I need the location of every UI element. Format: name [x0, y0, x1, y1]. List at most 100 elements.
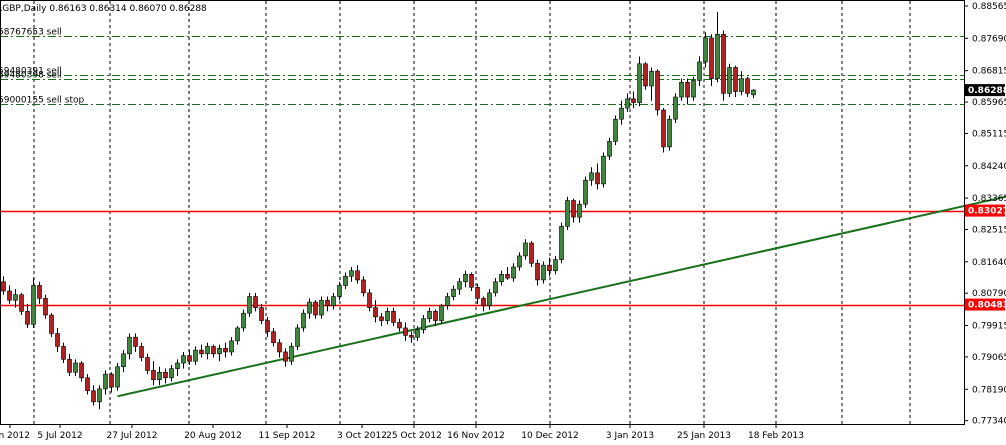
- candle-body: [169, 368, 174, 379]
- candle-body: [517, 255, 522, 268]
- candle-body: [559, 226, 564, 260]
- order-label: 59000155 sell stop: [0, 96, 84, 106]
- candle-body: [139, 346, 144, 358]
- x-tick-label: 11 Sep 2012: [258, 431, 315, 441]
- x-tick-label: 20 Aug 2012: [184, 431, 242, 441]
- candle-body: [727, 67, 732, 94]
- candle-body: [67, 359, 72, 373]
- candle-body: [331, 296, 336, 307]
- candle-body: [577, 203, 582, 218]
- current-price-label: 0.86288: [968, 86, 1006, 96]
- candle-body: [343, 275, 348, 286]
- candle-body: [751, 89, 756, 96]
- candle-body: [121, 353, 126, 368]
- candle-body: [613, 118, 618, 142]
- trendline[interactable]: [117, 176, 1006, 398]
- candle-body: [715, 33, 720, 79]
- y-tick-label: 0.88565: [972, 2, 1006, 12]
- chart-info-label: RGBP,Daily 0.86163 0.86314 0.86070 0.862…: [0, 4, 207, 14]
- candle-body: [247, 296, 252, 314]
- y-tick-label: 0.79065: [972, 353, 1006, 363]
- candle-body: [511, 266, 516, 279]
- candle-body: [373, 307, 378, 318]
- candle-body: [625, 98, 630, 109]
- candle-body: [397, 322, 402, 329]
- candle-body: [445, 296, 450, 307]
- candle-body: [313, 301, 318, 316]
- candle-body: [1, 281, 6, 292]
- candle-body: [403, 327, 408, 336]
- candle-body: [427, 311, 432, 320]
- level-price-label: 0.80483: [968, 301, 1006, 311]
- candle-body: [547, 264, 552, 271]
- candle-body: [415, 329, 420, 338]
- candle-body: [103, 373, 108, 390]
- candle-body: [601, 155, 606, 185]
- candle-body: [733, 67, 738, 92]
- candle-body: [199, 349, 204, 355]
- candle-body: [181, 355, 186, 364]
- candle-body: [379, 316, 384, 321]
- candle-body: [673, 96, 678, 120]
- candle-body: [595, 172, 600, 185]
- candle-body: [25, 311, 30, 325]
- time-axis[interactable]: Jun 2012 5 Jul 2012 27 Jul 2012 20 Aug 2012…: [0, 424, 804, 441]
- candle-body: [55, 333, 60, 347]
- candle-body: [187, 355, 192, 362]
- candle-body: [283, 351, 288, 362]
- candle-body: [151, 370, 156, 380]
- grid: [33, 1, 911, 424]
- price-axis[interactable]: 0.88565 0.87690 0.86815 0.85965 0.85115 0.842…: [964, 2, 1006, 427]
- candle-body: [19, 294, 24, 312]
- x-tick-label: 27 Jul 2012: [107, 431, 158, 441]
- candle-body: [421, 318, 426, 331]
- candle-body: [481, 298, 486, 307]
- current-price-badge: [965, 84, 1005, 97]
- candle-body: [463, 274, 468, 283]
- candle-body: [13, 294, 18, 301]
- candle-body: [703, 37, 708, 63]
- candle-body: [523, 242, 528, 257]
- order-label: 59480391 sell: [0, 67, 62, 77]
- level-price-badge: [965, 298, 1005, 311]
- candle-body: [433, 311, 438, 321]
- order-label: 59480398 sell: [0, 71, 62, 81]
- candle-body: [607, 141, 612, 157]
- candle-body: [193, 349, 198, 362]
- candle-body: [31, 285, 36, 325]
- candle-body: [241, 312, 246, 329]
- x-tick-label: 18 Feb 2013: [748, 431, 804, 441]
- candle-body: [43, 298, 48, 316]
- x-tick-label: Jun 2012: [0, 431, 30, 441]
- candle-body: [535, 262, 540, 281]
- y-tick-label: 0.83365: [972, 194, 1006, 204]
- y-tick-label: 0.85965: [972, 98, 1006, 108]
- candles: [1, 12, 756, 410]
- candle-body: [259, 307, 264, 321]
- candle-body: [505, 274, 510, 279]
- candle-body: [739, 78, 744, 92]
- y-tick-label: 0.87690: [972, 34, 1006, 44]
- candle-body: [679, 81, 684, 98]
- candle-body: [367, 292, 372, 308]
- candle-body: [109, 373, 114, 388]
- candle-body: [385, 311, 390, 321]
- candle-body: [589, 172, 594, 181]
- candle-body: [637, 63, 642, 103]
- y-tick-label: 0.79915: [972, 322, 1006, 332]
- candle-body: [211, 346, 216, 355]
- x-tick-label: 25 Jan 2013: [677, 431, 731, 441]
- candle-body: [127, 336, 132, 355]
- y-tick-label: 0.85115: [972, 129, 1006, 139]
- candle-body: [391, 311, 396, 323]
- candle-body: [253, 296, 258, 308]
- y-tick-label: 0.77340: [972, 417, 1006, 427]
- trendline-layer[interactable]: [117, 176, 1006, 398]
- candle-body: [319, 299, 324, 316]
- candle-body: [271, 331, 276, 344]
- candle-body: [115, 366, 120, 388]
- candle-body: [85, 377, 90, 392]
- x-tick-label: 10 Dec 2012: [521, 431, 579, 441]
